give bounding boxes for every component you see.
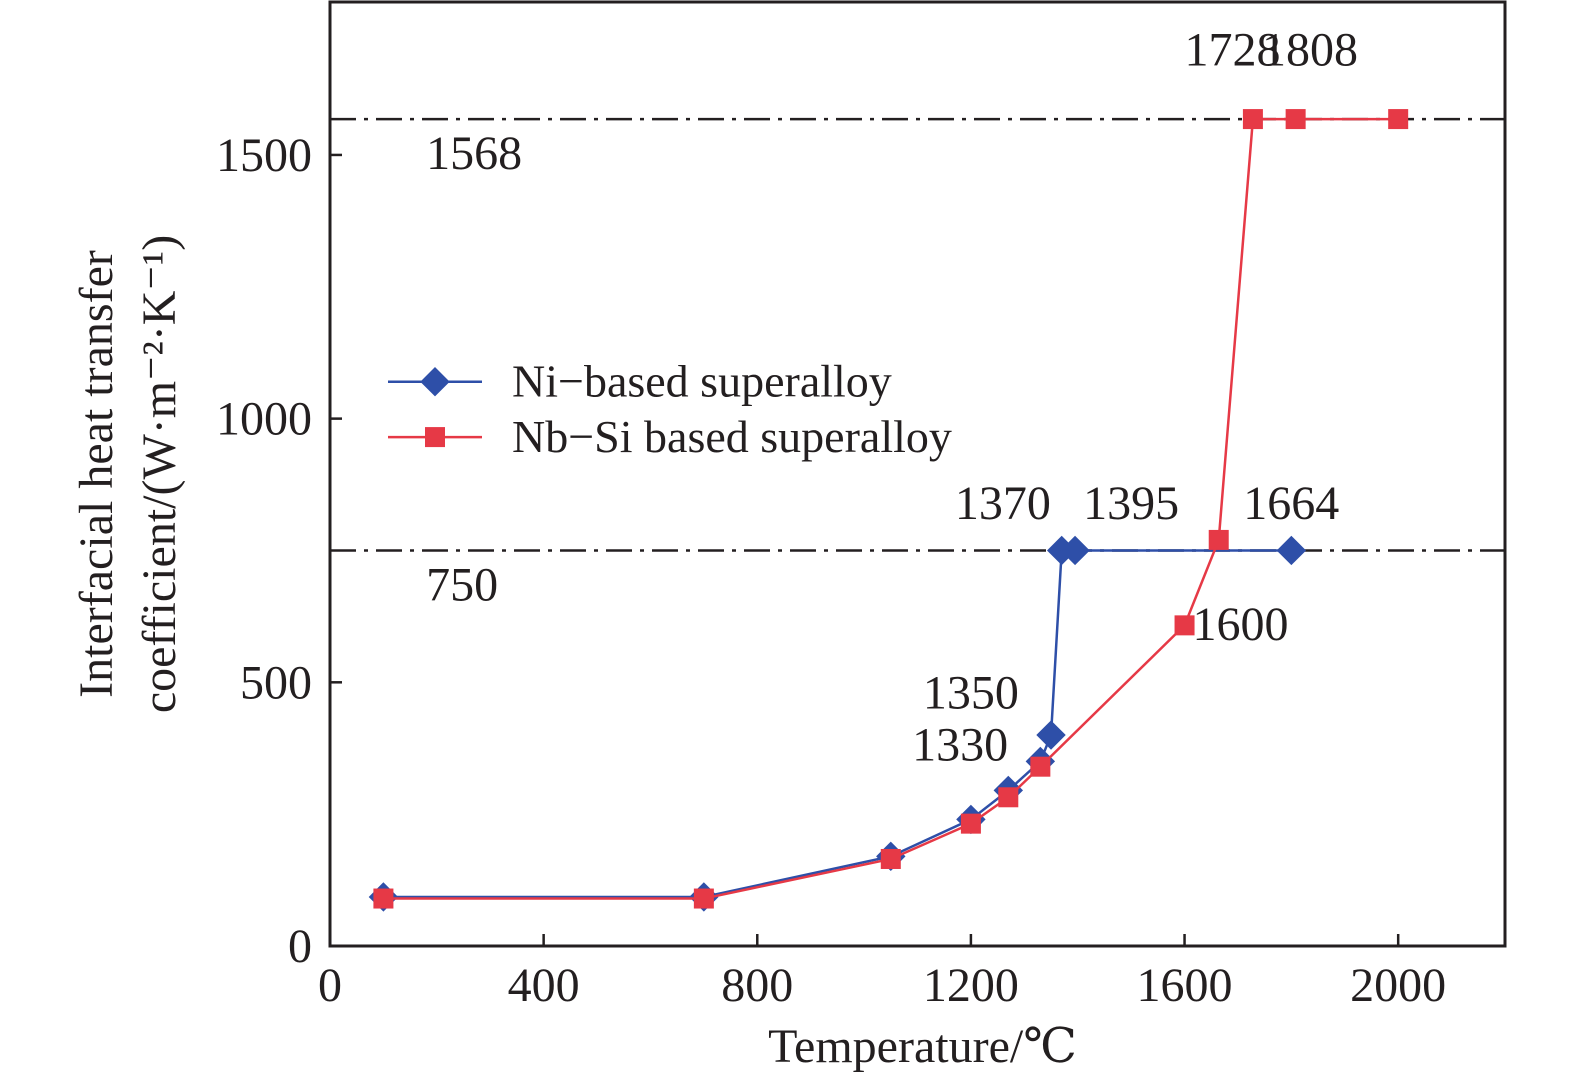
series-layer: [368, 109, 1409, 912]
x-axis-title: Temperature/℃: [768, 1020, 1077, 1073]
data-point: [960, 813, 981, 834]
x-tick-label: 800: [721, 959, 793, 1012]
axis-ticks: 0 400 800 1200 1600 2000 0 500 1000 1500: [216, 129, 1446, 1012]
legend-marker-shape: [420, 367, 450, 397]
annotation-label: 1664: [1243, 477, 1339, 530]
legend-marker-ni: [420, 367, 450, 397]
data-point: [880, 848, 901, 869]
data-point: [1208, 529, 1229, 550]
data-point: [1030, 756, 1051, 777]
reference-line-label: 1568: [426, 127, 522, 180]
x-tick-label: 400: [508, 959, 580, 1012]
data-point: [1285, 109, 1306, 130]
plot-frame: [328, 0, 1507, 948]
legend-label-nbsi: Nb−Si based superalloy: [512, 411, 952, 462]
y-tick-label: 1000: [216, 393, 312, 446]
x-tick-label: 2000: [1350, 959, 1446, 1012]
x-tick-label: 1200: [923, 959, 1019, 1012]
annotation-label: 1350: [923, 667, 1019, 720]
annotation-label: 1808: [1262, 23, 1358, 76]
data-point: [1276, 535, 1307, 566]
data-point: [1242, 109, 1263, 130]
annotation-label: 1395: [1083, 477, 1179, 530]
reference-line-label: 750: [426, 558, 498, 611]
y-axis-title-line1: Interfacial heat transfer: [70, 250, 123, 698]
annotation-label: 1330: [912, 718, 1008, 771]
data-point: [1174, 615, 1195, 636]
annotation-label: 1728: [1185, 23, 1281, 76]
x-tick-label: 0: [318, 959, 342, 1012]
data-point: [1060, 535, 1090, 566]
y-axis-title-line2: coefficient/(W·m⁻²·K⁻¹): [133, 235, 186, 713]
y-tick-label: 1500: [216, 129, 312, 182]
legend-marker-shape: [425, 427, 445, 448]
reference-lines: 1568 750: [330, 117, 1505, 611]
data-point: [1036, 720, 1066, 750]
annotation-label: 1370: [955, 477, 1051, 530]
series-line: [383, 549, 1292, 899]
data-point: [693, 888, 714, 909]
data-point: [373, 888, 394, 909]
data-point: [998, 787, 1019, 808]
data-point: [1388, 109, 1409, 130]
x-tick-label: 1600: [1137, 959, 1233, 1012]
y-tick-label: 500: [240, 656, 312, 709]
y-tick-label: 0: [288, 920, 312, 973]
legend: Ni−based superalloy Nb−Si based superall…: [388, 356, 952, 462]
legend-label-ni: Ni−based superalloy: [512, 356, 892, 407]
annotation-label: 1600: [1193, 598, 1289, 651]
legend-marker-nbsi: [425, 427, 445, 448]
